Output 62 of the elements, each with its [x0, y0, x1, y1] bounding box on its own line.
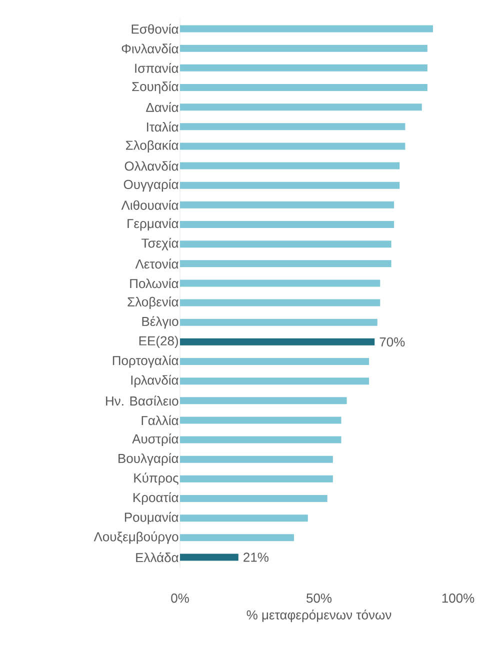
y-tick-label: Κύπρος [134, 472, 178, 486]
y-tick-label: Πορτογαλία [112, 355, 178, 368]
bar [180, 378, 370, 385]
bar [180, 358, 370, 366]
y-tick-label: Γερμανία [128, 218, 178, 231]
bar [180, 25, 433, 32]
y-tick-label: Πολωνία [130, 278, 178, 288]
y-tick-label: Σλοβενία [128, 296, 178, 310]
data-label: 70% [380, 337, 405, 347]
bar [180, 514, 308, 522]
bar [180, 299, 380, 306]
bar [180, 416, 342, 424]
y-tick-label: Εσθονία [132, 24, 178, 34]
bar [180, 456, 333, 463]
y-tick-label: Ουγγαρία [124, 179, 178, 192]
y-tick-label: Ην. Βασίλειο [106, 396, 178, 406]
y-tick-label: Σλοβακία [126, 140, 178, 152]
bar [180, 397, 347, 404]
bar [180, 182, 400, 189]
bar [180, 104, 422, 111]
bar [180, 495, 328, 502]
bar [180, 221, 394, 228]
y-tick-label: Ολλανδία [124, 160, 178, 171]
bar [180, 84, 428, 91]
y-tick-label: Βουλγαρία [118, 453, 178, 466]
y-tick-label: Ελλάδα [136, 552, 178, 562]
y-tick-label: Τσεχία [142, 238, 178, 250]
bar [180, 123, 406, 130]
y-tick-label: Δανία [146, 102, 178, 112]
bar [180, 338, 375, 346]
y-tick-label: Γαλλία [142, 415, 178, 426]
bar [180, 142, 406, 150]
bar [180, 162, 400, 170]
y-tick-label: Ιταλία [147, 122, 178, 132]
bar [180, 44, 428, 52]
y-tick-label: Λουξεμβούργο [94, 531, 178, 544]
bar [180, 240, 392, 248]
y-tick-label: Λετονία [135, 258, 178, 269]
x-tick-label: 0% [171, 594, 189, 603]
y-tick-label: Σουηδία [132, 81, 178, 94]
bar [180, 260, 392, 268]
bar [180, 475, 333, 482]
bar [180, 554, 238, 561]
x-axis-title: % μεταφερόμενων τόνων [246, 610, 392, 622]
bar [180, 318, 378, 326]
y-tick-label: Ρουμανία [124, 512, 178, 524]
bar [180, 534, 294, 542]
x-tick-label: 50% [306, 594, 332, 603]
y-tick-label: Κροατία [134, 492, 178, 505]
y-tick-label: Βέλγιο [142, 316, 178, 329]
y-tick-label: Ισπανία [135, 62, 178, 73]
y-tick-label: Λιθουανία [121, 200, 178, 210]
data-label: 21% [244, 552, 268, 562]
bar [180, 280, 380, 287]
y-tick-label: ΕΕ(28) [139, 336, 178, 348]
bar [180, 436, 342, 444]
y-tick-label: Αυστρία [132, 434, 178, 446]
y-tick-label: Ιρλανδία [131, 374, 178, 388]
x-tick-label: 100% [442, 594, 474, 603]
y-tick-label: Φινλανδία [122, 43, 178, 54]
bar [180, 64, 428, 72]
bar [180, 201, 394, 208]
